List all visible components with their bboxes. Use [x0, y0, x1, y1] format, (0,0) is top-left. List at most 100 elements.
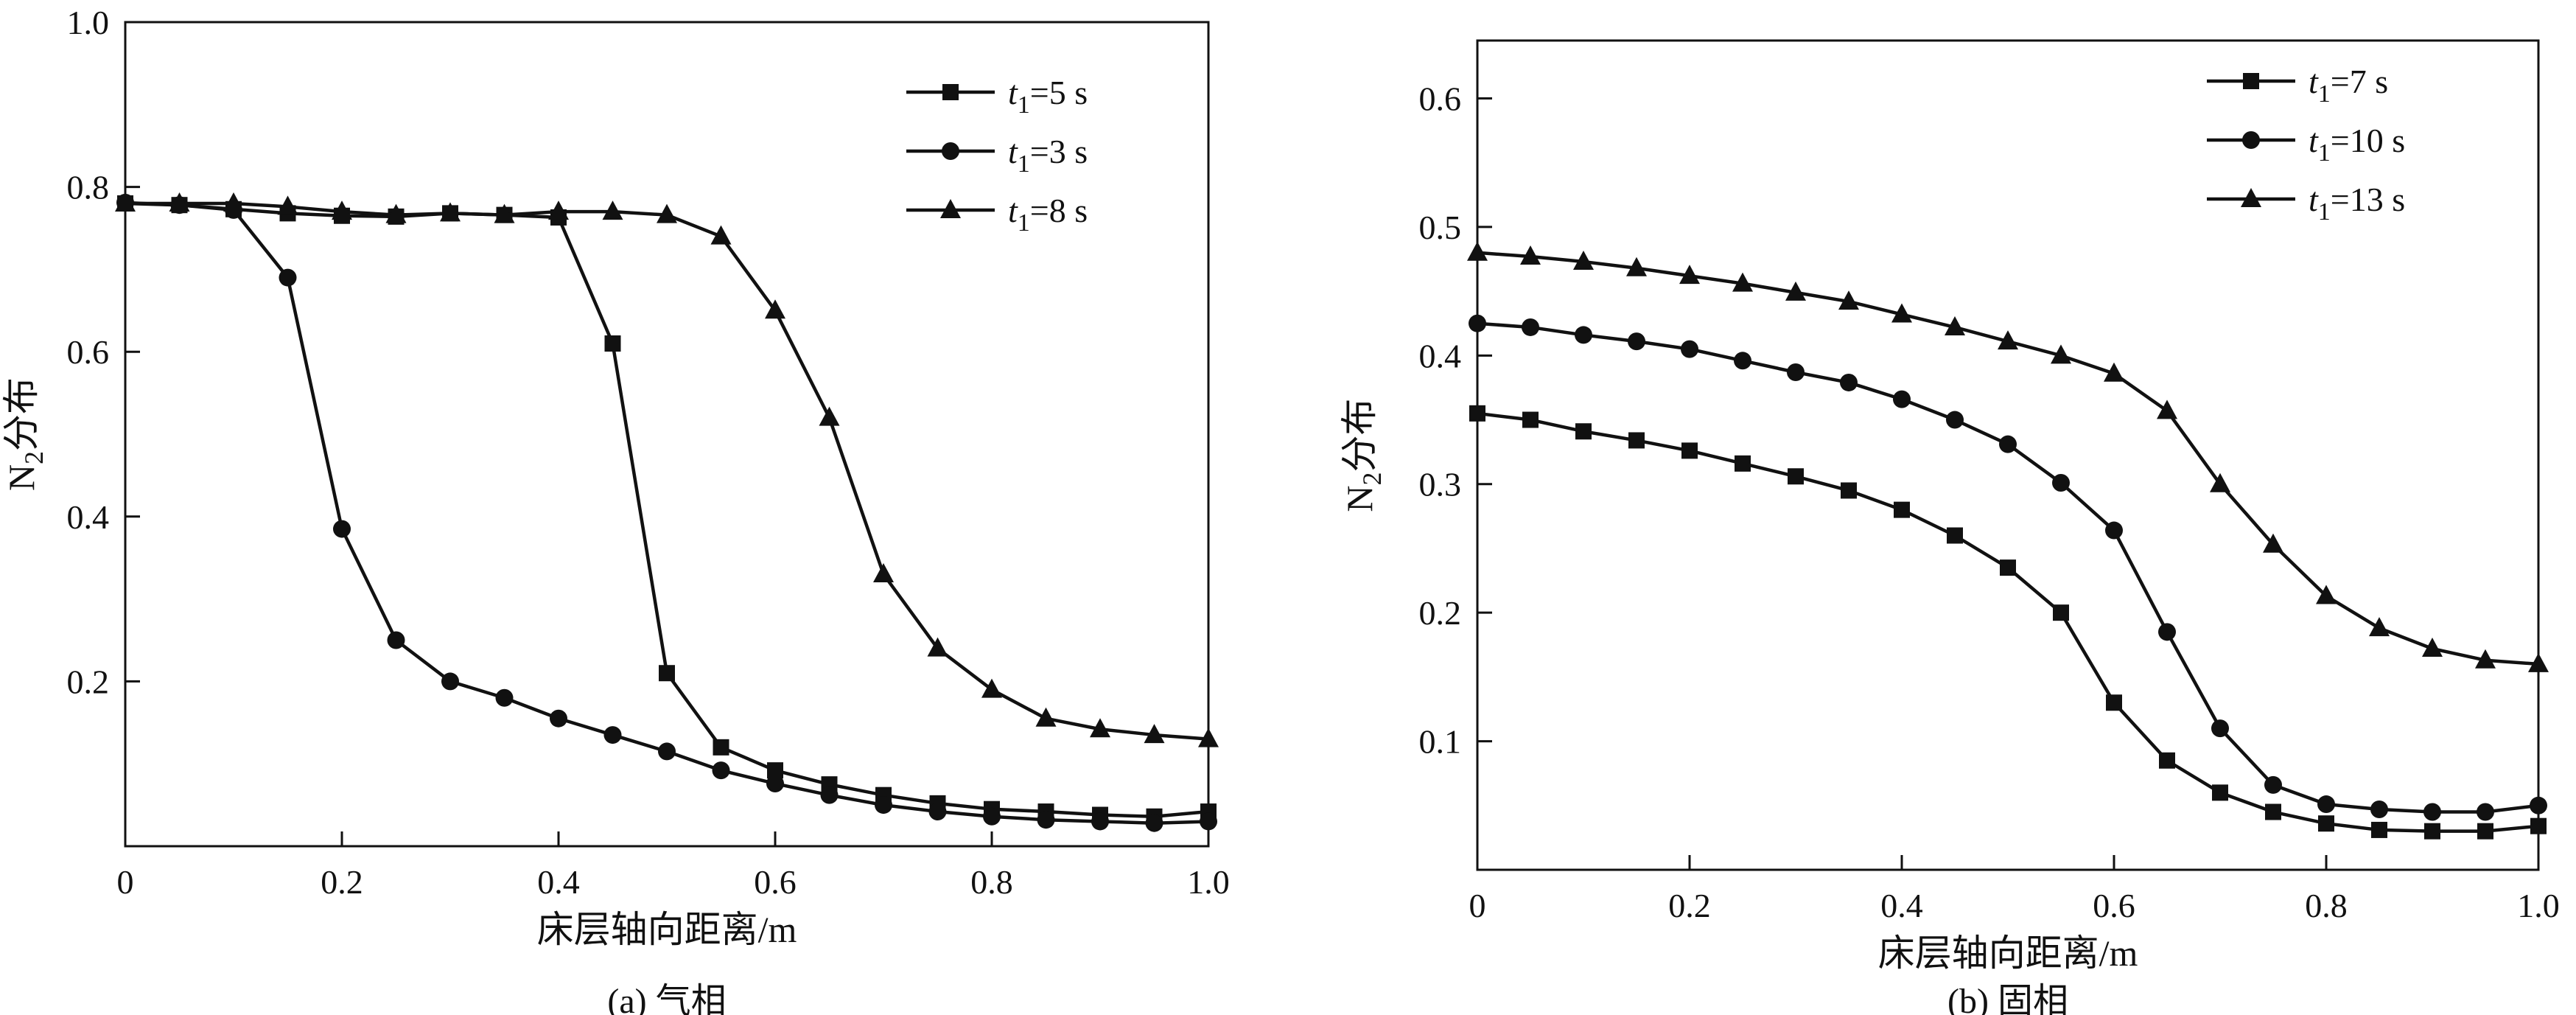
- circle-marker: [2423, 803, 2441, 821]
- series-circle: [116, 193, 1217, 832]
- square-marker: [1522, 411, 1539, 428]
- square-marker: [767, 762, 783, 779]
- series-square: [117, 195, 1217, 825]
- circle-marker: [2530, 796, 2547, 815]
- square-marker: [2106, 694, 2122, 711]
- x-tick-label: 0.8: [970, 863, 1013, 901]
- circle-marker: [603, 726, 622, 744]
- circle-marker: [2105, 521, 2123, 540]
- triangle-marker: [927, 637, 948, 657]
- x-tick-label: 0.6: [2093, 887, 2135, 924]
- chart-b-caption: (b) 固相: [1947, 982, 2068, 1015]
- x-axis: 0 0.2 0.4 0.6 0.8 1.0: [117, 831, 1230, 901]
- legend-label: t1=13 s: [2309, 181, 2405, 226]
- triangle-marker: [2475, 649, 2496, 669]
- square-marker: [1947, 527, 1963, 544]
- triangle-marker: [1626, 257, 1647, 276]
- square-marker: [659, 665, 675, 682]
- square-marker: [2243, 73, 2259, 89]
- square-marker: [1841, 482, 1857, 499]
- series-triangle: [115, 192, 1219, 747]
- circle-marker: [333, 520, 351, 538]
- square-marker: [2159, 752, 2175, 769]
- triangle-marker: [819, 406, 840, 426]
- circle-marker: [2052, 474, 2070, 492]
- square-marker: [2371, 821, 2387, 838]
- circle-marker: [942, 142, 959, 160]
- legend-label: t1=7 s: [2309, 63, 2388, 108]
- triangle-marker: [1945, 315, 1965, 335]
- circle-marker: [1469, 314, 1486, 332]
- square-marker: [1575, 423, 1592, 440]
- square-marker: [2424, 823, 2440, 840]
- circle-marker: [1628, 332, 1645, 351]
- triangle-marker: [2422, 638, 2443, 657]
- triangle-marker: [169, 192, 190, 212]
- triangle-marker: [2369, 617, 2390, 637]
- x-axis-label: 床层轴向距离/m: [537, 909, 797, 950]
- legend-label: t1=10 s: [2309, 122, 2405, 167]
- triangle-marker: [1090, 718, 1110, 738]
- circle-marker: [1734, 352, 1751, 370]
- y-axis-label: N2分布: [1339, 398, 1387, 512]
- y-axis: 0.2 0.4 0.6 0.8 1.0: [67, 4, 140, 700]
- circle-marker: [1681, 340, 1698, 358]
- chart-a-caption: (a) 气相: [607, 982, 727, 1015]
- circle-marker: [2264, 775, 2282, 794]
- triangle-marker: [277, 195, 298, 215]
- triangle-marker: [385, 203, 407, 223]
- circle-marker: [1840, 373, 1858, 391]
- triangle-marker: [602, 200, 623, 220]
- square-marker: [1788, 468, 1804, 485]
- triangle-marker: [1573, 251, 1594, 270]
- circle-marker: [1787, 363, 1805, 381]
- legend-label: t1=8 s: [1008, 192, 1088, 237]
- legend-label: t1=5 s: [1008, 74, 1088, 119]
- circle-marker: [1091, 812, 1109, 831]
- y-tick-label: 0.5: [1419, 209, 1462, 246]
- x-tick-label: 0.2: [321, 863, 363, 901]
- circle-marker: [1522, 318, 1539, 336]
- circle-marker: [2317, 795, 2335, 814]
- square-marker: [713, 739, 729, 756]
- circle-marker: [2477, 803, 2494, 821]
- circle-marker: [495, 688, 514, 707]
- circle-marker: [875, 796, 892, 815]
- circle-marker: [441, 672, 459, 691]
- triangle-marker: [710, 225, 732, 245]
- y-tick-label: 0.8: [67, 169, 110, 206]
- circle-marker: [1999, 435, 2017, 453]
- plot-frame: [124, 21, 1210, 848]
- triangle-marker: [115, 192, 136, 212]
- circle-marker: [1575, 326, 1592, 344]
- x-tick-label: 0.4: [537, 863, 580, 901]
- triangle-marker: [2157, 400, 2177, 419]
- x-tick-label: 0.2: [1668, 887, 1711, 924]
- square-marker: [2053, 604, 2069, 621]
- y-tick-label: 0.6: [1419, 80, 1462, 117]
- triangle-marker: [1732, 272, 1753, 292]
- triangle-marker: [1679, 265, 1700, 285]
- x-axis: 0 0.2 0.4 0.6 0.8 1.0: [1469, 855, 2560, 924]
- y-tick-label: 0.2: [67, 663, 110, 700]
- legend-label: t1=3 s: [1008, 133, 1088, 178]
- series-square: [1469, 405, 2547, 840]
- triangle-marker: [548, 200, 569, 220]
- square-marker: [604, 335, 621, 352]
- square-marker: [2265, 803, 2281, 820]
- x-tick-label: 0.4: [1880, 887, 1923, 924]
- triangle-marker: [940, 199, 961, 218]
- triangle-marker: [765, 299, 785, 319]
- triangle-marker: [873, 563, 894, 583]
- y-tick-label: 0.2: [1419, 594, 1462, 632]
- circle-marker: [2242, 131, 2260, 149]
- triangle-marker: [981, 678, 1002, 698]
- circle-marker: [766, 775, 784, 793]
- y-tick-label: 0.4: [1419, 337, 1462, 374]
- circle-marker: [387, 631, 405, 649]
- series-line: [125, 200, 1209, 825]
- circle-marker: [1946, 411, 1964, 429]
- circle-marker: [712, 761, 730, 780]
